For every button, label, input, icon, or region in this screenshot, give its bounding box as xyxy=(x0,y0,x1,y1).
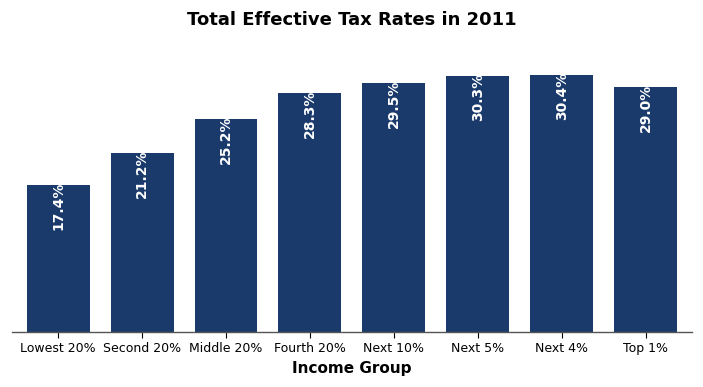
Text: 28.3%: 28.3% xyxy=(303,90,317,138)
Bar xyxy=(363,83,425,332)
Text: 29.0%: 29.0% xyxy=(639,84,652,132)
Text: 30.4%: 30.4% xyxy=(555,72,569,120)
Text: 17.4%: 17.4% xyxy=(51,182,65,230)
Bar xyxy=(110,153,174,332)
Bar xyxy=(27,185,89,332)
Bar xyxy=(446,76,509,332)
Text: 21.2%: 21.2% xyxy=(135,150,149,198)
Bar xyxy=(530,75,593,332)
Title: Total Effective Tax Rates in 2011: Total Effective Tax Rates in 2011 xyxy=(187,11,517,29)
X-axis label: Income Group: Income Group xyxy=(292,361,412,376)
Text: 29.5%: 29.5% xyxy=(387,80,401,128)
Bar xyxy=(195,119,257,332)
Bar xyxy=(614,87,677,332)
Text: 30.3%: 30.3% xyxy=(471,73,485,121)
Bar xyxy=(278,93,342,332)
Text: 25.2%: 25.2% xyxy=(219,116,233,164)
